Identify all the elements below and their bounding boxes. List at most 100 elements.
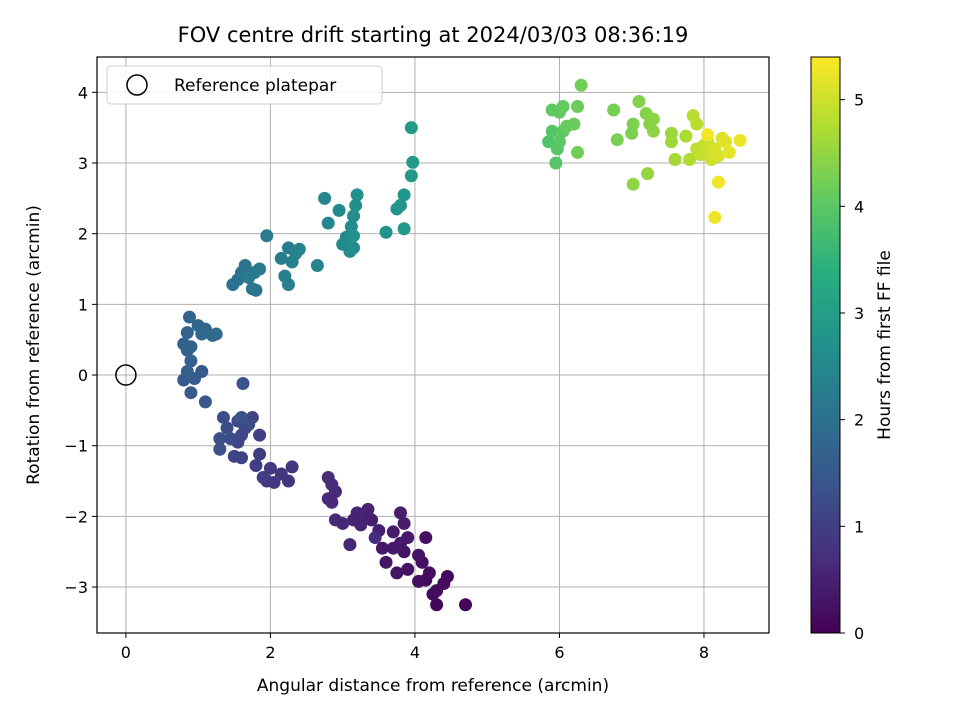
y-tick-label: 4	[78, 83, 88, 102]
data-point	[349, 198, 363, 212]
data-point	[235, 410, 249, 424]
data-point	[184, 354, 198, 368]
data-point	[328, 513, 342, 527]
y-tick-label: 2	[78, 225, 88, 244]
y-tick-label: 3	[78, 154, 88, 173]
data-points	[177, 78, 747, 612]
data-point	[249, 459, 263, 473]
data-point	[361, 502, 375, 516]
data-point	[220, 421, 234, 435]
data-point	[412, 574, 426, 588]
colorbar-tick-label: 5	[854, 91, 864, 110]
data-point	[180, 365, 194, 379]
data-point	[545, 124, 559, 138]
colorbar-tick-label: 0	[854, 624, 864, 643]
data-point	[256, 471, 270, 485]
plot-frame	[96, 56, 770, 634]
data-point	[213, 442, 227, 456]
data-point	[406, 155, 420, 169]
data-point	[646, 112, 660, 126]
data-point	[722, 145, 736, 159]
data-point	[393, 198, 407, 212]
data-point	[641, 167, 655, 181]
data-point	[253, 447, 267, 461]
x-axis-ticks: 0 2 4 6 8	[121, 633, 709, 662]
data-point	[683, 152, 697, 166]
data-point	[347, 209, 361, 223]
data-point	[668, 152, 682, 166]
data-point	[242, 271, 256, 285]
y-tick-label: −2	[64, 507, 88, 526]
data-point	[397, 222, 411, 236]
y-axis-label: Rotation from reference (arcmin)	[24, 205, 44, 485]
data-point	[397, 188, 411, 202]
colorbar-tick-label: 2	[854, 411, 864, 430]
data-point	[253, 262, 267, 276]
data-point	[368, 531, 382, 545]
data-point	[236, 377, 250, 391]
data-point	[401, 531, 415, 545]
colorbar: 0 1 2 3 4 5 Hours from first FF file	[810, 56, 895, 643]
data-point	[281, 278, 295, 292]
data-point	[419, 531, 433, 545]
data-point	[646, 124, 660, 138]
colorbar-gradient	[811, 57, 840, 633]
data-point	[607, 103, 621, 117]
data-point	[285, 460, 299, 474]
data-point	[350, 506, 364, 520]
data-point	[249, 283, 263, 297]
data-point	[375, 541, 389, 555]
data-point	[350, 188, 364, 202]
data-point	[626, 177, 640, 191]
data-point	[198, 395, 212, 409]
colorbar-ticks: 0 1 2 3 4 5	[840, 91, 864, 643]
data-point	[343, 538, 357, 552]
data-point	[292, 242, 306, 256]
data-point	[571, 145, 585, 159]
data-point	[195, 327, 209, 341]
data-point	[556, 99, 570, 113]
data-point	[386, 525, 400, 539]
data-point	[690, 117, 704, 131]
data-point	[397, 516, 411, 530]
y-tick-label: −3	[64, 578, 88, 597]
data-point	[260, 229, 274, 243]
data-point	[430, 598, 444, 612]
colorbar-frame	[810, 56, 841, 634]
y-axis-ticks: −3 −2 −1 0 1 2 3 4	[64, 83, 97, 597]
reference-marker	[115, 364, 137, 386]
data-point	[401, 562, 415, 576]
legend-marker-icon	[126, 74, 148, 96]
data-point	[422, 566, 436, 580]
data-point	[321, 471, 335, 485]
colorbar-tick-label: 4	[854, 197, 864, 216]
data-point	[263, 461, 277, 475]
x-tick-label: 0	[121, 643, 131, 662]
data-point	[711, 175, 725, 189]
data-point	[574, 78, 588, 92]
data-point	[347, 241, 361, 255]
data-point	[224, 432, 238, 446]
legend-box	[106, 65, 383, 105]
data-point	[216, 410, 230, 424]
colorbar-tick-label: 1	[854, 517, 864, 536]
data-point	[571, 99, 585, 113]
data-point	[459, 598, 473, 612]
reference-point	[115, 364, 137, 386]
x-axis-label: Angular distance from reference (arcmin)	[257, 676, 609, 696]
y-tick-label: 1	[78, 295, 88, 314]
data-point	[542, 135, 556, 149]
data-point	[180, 326, 194, 340]
data-point	[379, 225, 393, 239]
data-point	[182, 310, 196, 324]
data-point	[679, 129, 693, 143]
data-point	[347, 229, 361, 243]
x-tick-label: 6	[554, 643, 564, 662]
data-point	[177, 337, 191, 351]
data-point	[253, 428, 267, 442]
data-point	[626, 117, 640, 131]
data-point	[711, 149, 725, 163]
data-point	[567, 117, 581, 131]
data-point	[209, 327, 223, 341]
